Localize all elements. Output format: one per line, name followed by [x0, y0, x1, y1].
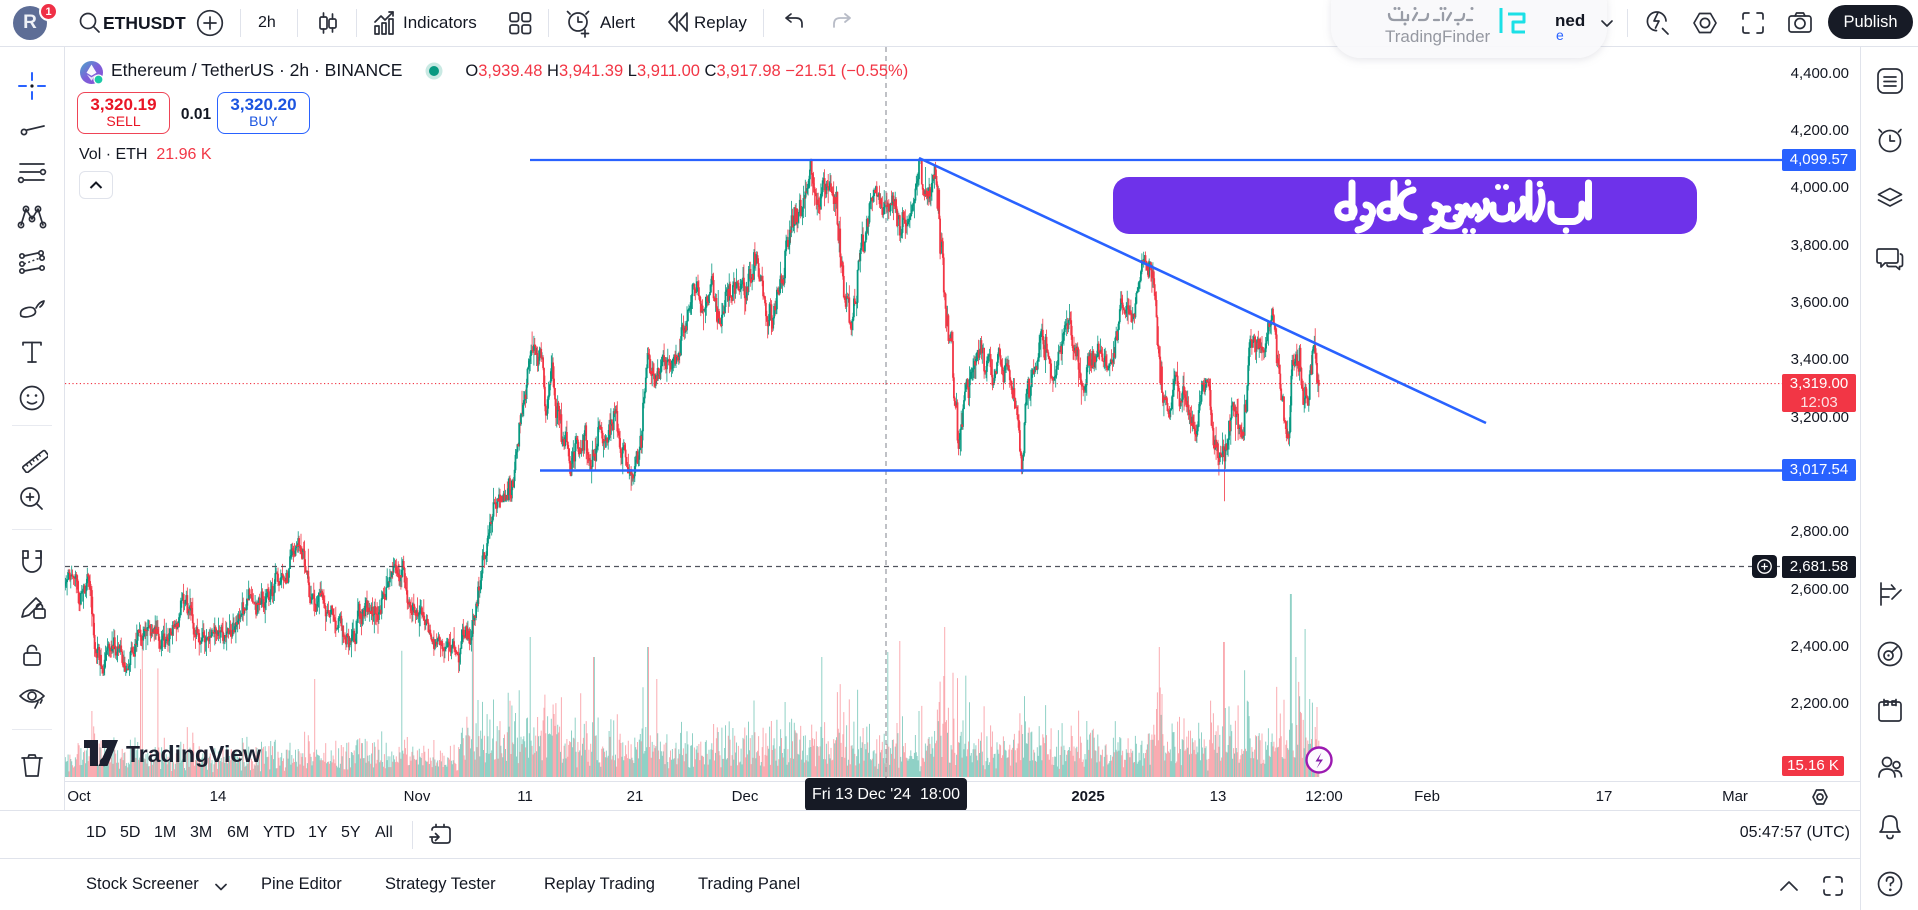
- svg-text:TradingFinder: TradingFinder: [1385, 27, 1491, 46]
- svg-text:TradingView: TradingView: [126, 741, 261, 767]
